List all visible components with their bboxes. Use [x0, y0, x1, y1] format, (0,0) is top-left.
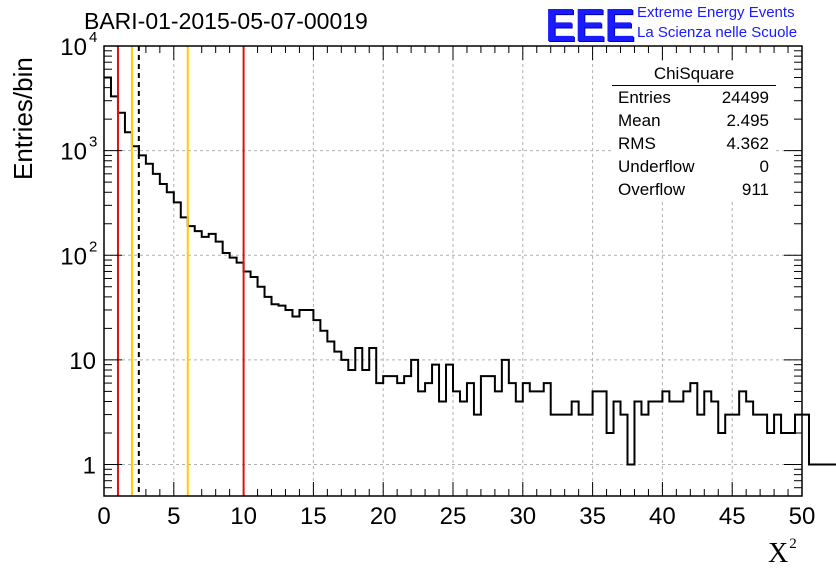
logo-line-2: La Scienza nelle Scuole: [637, 24, 798, 41]
stats-box: ChiSquare Entries 24499 Mean 2.495 RMS 4…: [612, 62, 776, 201]
x-tick-label: 45: [719, 503, 746, 530]
y-tick-label: 10: [60, 34, 87, 61]
x-tick-label: 30: [509, 503, 536, 530]
stats-value: 2.495: [726, 111, 769, 130]
x-tick-label: 50: [789, 503, 816, 530]
y-tick-label: 1: [83, 453, 96, 480]
stats-label: Mean: [618, 111, 661, 130]
y-tick-label: 10: [60, 243, 87, 270]
x-tick-label: 35: [579, 503, 606, 530]
stats-label: Underflow: [618, 157, 695, 176]
y-tick-label: 10: [60, 139, 87, 166]
stats-row-underflow: Underflow 0: [612, 155, 776, 178]
x-tick-label: 20: [370, 503, 397, 530]
stats-value: 911: [741, 180, 769, 199]
stats-row-rms: RMS 4.362: [612, 132, 776, 155]
x-tick-label: 25: [440, 503, 467, 530]
plot-frame: [103, 45, 803, 497]
x-tick-label: 15: [300, 503, 327, 530]
stats-row-mean: Mean 2.495: [612, 109, 776, 132]
x-tick-label: 40: [649, 503, 676, 530]
logo-mark: EEE: [545, 0, 635, 51]
x-axis-label-exponent: 2: [789, 536, 797, 552]
stats-box-title: ChiSquare: [612, 62, 776, 86]
x-tick-label: 5: [167, 503, 180, 530]
y-axis-label: Entries/bin: [8, 57, 38, 180]
stats-label: RMS: [618, 134, 656, 153]
stats-value: 24499: [721, 88, 769, 107]
chart-title: BARI-01-2015-05-07-00019: [84, 8, 368, 34]
stats-row-entries: Entries 24499: [612, 86, 776, 109]
stats-label: Overflow: [618, 180, 686, 199]
y-tick-label: 10: [69, 348, 96, 375]
stats-value: 4.362: [726, 134, 769, 153]
stats-row-overflow: Overflow 911: [612, 178, 776, 201]
stats-value: 0: [759, 157, 769, 176]
y-tick-exponent: 2: [89, 238, 97, 255]
x-tick-label: 10: [230, 503, 257, 530]
x-axis-label-base: X: [768, 538, 789, 569]
y-tick-exponent: 3: [89, 134, 97, 151]
histogram-series: [104, 76, 836, 466]
logo-line-1: Extreme Energy Events: [637, 4, 795, 21]
x-tick-label: 0: [97, 503, 110, 530]
stats-label: Entries: [618, 88, 671, 107]
y-tick-exponent: 4: [89, 29, 97, 46]
x-axis-label: X2: [768, 536, 797, 570]
